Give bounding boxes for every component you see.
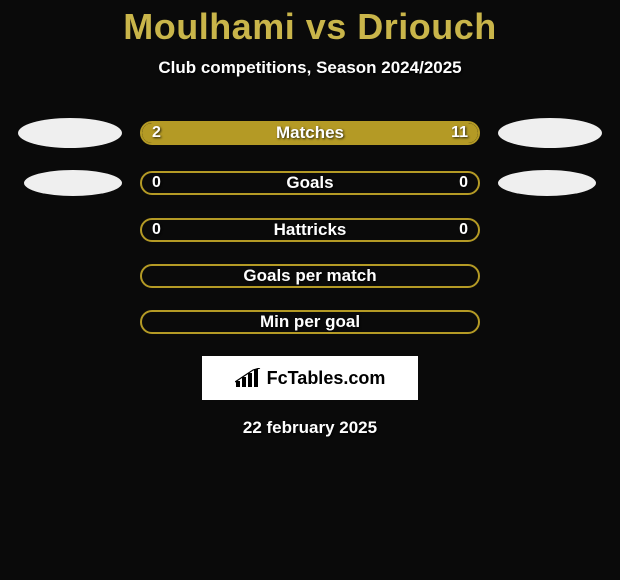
stat-value-left: 2	[152, 124, 161, 142]
brand-badge: FcTables.com	[202, 356, 418, 400]
player-marker-right	[498, 118, 602, 148]
date-text: 22 february 2025	[0, 418, 620, 438]
bar-chart-icon	[235, 368, 261, 388]
infographic-container: Moulhami vs Driouch Club competitions, S…	[0, 0, 620, 438]
page-title: Moulhami vs Driouch	[0, 6, 620, 48]
player-marker-left	[18, 118, 122, 148]
player-marker-left	[24, 170, 122, 196]
stat-label: Goals	[142, 173, 478, 193]
stat-label: Hattricks	[142, 220, 478, 240]
stat-value-right: 11	[451, 124, 468, 142]
stat-row: Goals0 0	[0, 170, 620, 196]
stat-bar: Matches2 11	[140, 121, 480, 145]
stat-label: Goals per match	[142, 266, 478, 286]
stat-bar: Goals0 0	[140, 171, 480, 195]
stat-label: Min per goal	[142, 312, 478, 332]
stat-value-right: 0	[459, 174, 468, 192]
stat-value-right: 0	[459, 221, 468, 239]
stat-label: Matches	[142, 123, 478, 143]
brand-text: FcTables.com	[267, 368, 386, 389]
stat-rows: Matches211Goals00Hattricks00Goals per ma…	[0, 118, 620, 334]
stat-bar: Goals per match	[140, 264, 480, 288]
stat-value-left: 0	[152, 221, 161, 239]
stat-row: Min per goal	[0, 310, 620, 334]
stat-row: Goals per match	[0, 264, 620, 288]
stat-bar: Hattricks0 0	[140, 218, 480, 242]
stat-bar: Min per goal	[140, 310, 480, 334]
stat-value-left: 0	[152, 174, 161, 192]
stat-row: Matches2 11	[0, 118, 620, 148]
stat-row: Hattricks0 0	[0, 218, 620, 242]
player-marker-right	[498, 170, 596, 196]
subtitle: Club competitions, Season 2024/2025	[0, 58, 620, 78]
